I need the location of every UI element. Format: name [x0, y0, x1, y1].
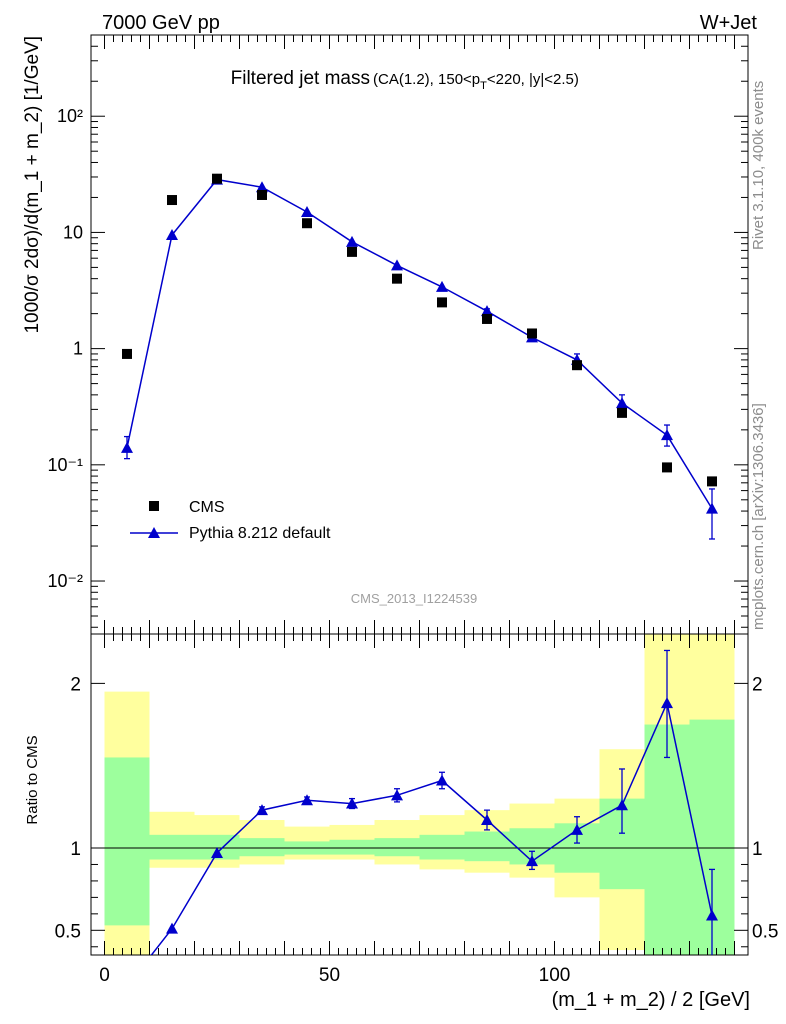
cms-point [527, 328, 537, 339]
x-tick-label: 50 [319, 965, 340, 986]
ratio-plot-ticks: 0.5 0.5 1 1 2 2 0 50 100 [55, 634, 778, 986]
ratio-band-green [149, 834, 195, 860]
chart-subtitle-subscript: T [480, 80, 487, 92]
chart-subtitle: (CA(1.2), 150<pT<220, |y|<2.5) [373, 71, 579, 92]
pythia-point [481, 305, 493, 317]
cms-point [257, 189, 267, 200]
chart-title: Filtered jet mass [231, 68, 370, 89]
pythia-point [391, 259, 403, 271]
pythia-point [661, 429, 673, 441]
x-tick-label: 0 [99, 965, 110, 986]
main-y-tick-label: 1 [73, 339, 83, 359]
pythia-point [706, 502, 718, 514]
ratio-point [301, 794, 313, 806]
ratio-point [616, 799, 628, 811]
pythia-line [126, 178, 713, 509]
cms-point [392, 273, 402, 284]
ratio-y-tick-label: 0.5 [55, 921, 81, 942]
ratio-plot-series [150, 649, 718, 955]
ratio-point [256, 804, 268, 816]
cms-point [347, 246, 357, 257]
main-plot-ticks: 10⁻² 10⁻¹ 1 10 10² [47, 34, 748, 634]
cms-point [662, 462, 672, 473]
side-label-top: Rivet 3.1.10, 400k events [750, 81, 767, 250]
main-y-tick-label: 10² [57, 106, 83, 126]
pythia-point [616, 397, 628, 409]
ratio-band-green [419, 834, 465, 860]
ratio-uncertainty-bands [104, 634, 735, 955]
pythia-point [436, 280, 448, 292]
ratio-point [526, 855, 538, 867]
ratio-point [346, 797, 358, 809]
analysis-watermark: CMS_2013_I1224539 [351, 591, 478, 606]
main-y-tick-label: 10⁻¹ [47, 455, 83, 475]
side-label-bottom: mcplots.cern.ch [arXiv:1306.3436] [750, 403, 767, 630]
legend-label-pythia: Pythia 8.212 default [189, 525, 331, 542]
legend: CMS Pythia 8.212 default [130, 499, 331, 542]
ratio-point [481, 814, 493, 826]
cms-point [437, 297, 447, 308]
chart-subtitle-head: (CA(1.2), 150<p [373, 71, 480, 88]
pythia-point [166, 229, 178, 241]
x-tick-label: 100 [539, 965, 571, 986]
main-y-axis-label: 1000/σ 2dσ)/d(m_1 + m_2) [1/GeV] [22, 36, 43, 334]
cms-point [167, 195, 177, 206]
ratio-band-green [329, 839, 375, 855]
cms-point [572, 360, 582, 371]
legend-label-cms: CMS [189, 499, 225, 516]
cms-point [707, 476, 717, 487]
ratio-band-green [464, 831, 510, 862]
cms-point [122, 348, 132, 359]
ratio-y-tick-label-right: 1 [752, 839, 763, 860]
ratio-series-group [150, 649, 718, 955]
main-plot-series [121, 173, 718, 540]
ratio-point [166, 922, 178, 934]
ratio-band-green [239, 838, 285, 857]
main-y-tick-label: 10 [63, 222, 83, 242]
header-right: W+Jet [700, 12, 758, 34]
ratio-y-tick-label: 1 [70, 839, 81, 860]
main-y-tick-label: 10⁻² [47, 571, 83, 591]
ratio-y-axis-label: Ratio to CMS [24, 735, 41, 824]
ratio-point [211, 846, 223, 858]
ratio-band-green [104, 757, 150, 926]
chart-subtitle-tail: <220, |y|<2.5) [487, 71, 579, 88]
ratio-point [706, 909, 718, 921]
ratio-point [391, 789, 403, 801]
legend-marker-pythia [148, 527, 160, 538]
cms-point [482, 313, 492, 324]
pythia-point [346, 235, 358, 247]
legend-marker-cms [149, 501, 159, 511]
ratio-y-tick-label: 2 [70, 674, 81, 695]
pythia-point [301, 205, 313, 217]
main-plot-border [90, 34, 749, 635]
ratio-y-tick-label-right: 0.5 [752, 921, 778, 942]
header-left: 7000 GeV pp [102, 12, 220, 34]
ratio-point [661, 697, 673, 709]
pythia-point [121, 441, 133, 453]
pythia-point [256, 181, 268, 193]
ratio-point [571, 823, 583, 835]
main-plot-frame [90, 34, 749, 635]
ratio-y-tick-label-right: 2 [752, 674, 763, 695]
ratio-band-green [644, 724, 690, 955]
x-axis-label: (m_1 + m_2) / 2 [GeV] [552, 989, 750, 1011]
cms-point [302, 218, 312, 229]
ratio-band-green [374, 838, 420, 857]
cms-point [617, 407, 627, 418]
cms-point [212, 173, 222, 184]
ratio-line [150, 700, 713, 955]
ratio-point [436, 774, 448, 786]
